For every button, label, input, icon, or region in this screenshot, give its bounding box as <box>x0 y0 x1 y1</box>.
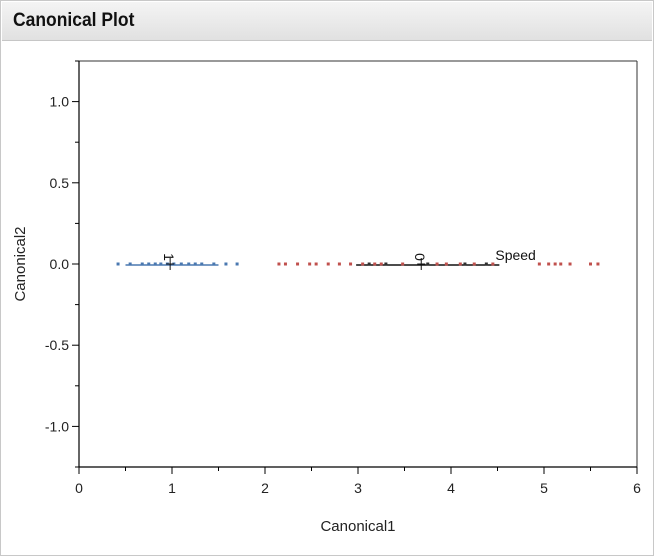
data-point <box>458 262 462 266</box>
data-point <box>484 262 488 266</box>
data-point <box>547 262 551 266</box>
data-point <box>140 262 144 266</box>
panel-title-bar[interactable]: Canonical Plot <box>2 2 652 41</box>
data-point <box>179 262 183 266</box>
data-point <box>187 262 191 266</box>
data-point <box>296 262 300 266</box>
data-point <box>193 262 197 266</box>
x-tick-label: 3 <box>354 480 362 496</box>
data-point <box>463 262 467 266</box>
y-tick-label: -0.5 <box>45 337 69 353</box>
data-point <box>361 262 365 266</box>
data-point <box>349 262 353 266</box>
data-point <box>379 262 383 266</box>
data-point <box>116 262 120 266</box>
data-point <box>337 262 341 266</box>
data-point <box>373 262 377 266</box>
data-point <box>283 262 287 266</box>
data-point <box>200 262 204 266</box>
data-point <box>472 262 476 266</box>
y-tick-label: -1.0 <box>45 418 69 434</box>
data-point <box>444 262 448 266</box>
x-tick-label: 0 <box>75 480 83 496</box>
x-tick-label: 1 <box>168 480 176 496</box>
data-point <box>212 262 216 266</box>
x-tick-label: 6 <box>633 480 641 496</box>
data-point <box>308 262 312 266</box>
y-tick-label: 1.0 <box>50 94 70 110</box>
biplot-ray-label: Speed <box>495 247 535 263</box>
y-tick-label: 0.5 <box>50 175 70 191</box>
group-mean-label: 0 <box>412 253 428 261</box>
x-tick-label: 2 <box>261 480 269 496</box>
data-point <box>553 262 557 266</box>
y-tick-label: 0.0 <box>50 256 70 272</box>
data-point <box>384 262 388 266</box>
data-point <box>159 262 163 266</box>
data-point <box>224 262 228 266</box>
data-point <box>153 262 157 266</box>
x-tick-label: 4 <box>447 480 455 496</box>
data-point <box>367 262 371 266</box>
group-mean-label: 1 <box>161 253 177 261</box>
data-point <box>426 262 430 266</box>
data-point <box>128 262 132 266</box>
y-axis-title: Canonical2 <box>12 226 29 301</box>
data-point <box>596 262 600 266</box>
x-axis-title: Canonical1 <box>320 518 395 535</box>
panel-title: Canonical Plot <box>13 10 135 31</box>
data-point <box>401 262 405 266</box>
data-point <box>277 262 281 266</box>
data-point <box>537 262 541 266</box>
x-tick-label: 5 <box>540 480 548 496</box>
data-point <box>435 262 439 266</box>
data-point <box>235 262 239 266</box>
data-point <box>491 262 495 266</box>
data-point <box>568 262 572 266</box>
data-point <box>147 262 151 266</box>
data-point <box>589 262 592 266</box>
data-point <box>314 262 318 266</box>
data-point <box>326 262 330 266</box>
data-point <box>559 262 563 266</box>
